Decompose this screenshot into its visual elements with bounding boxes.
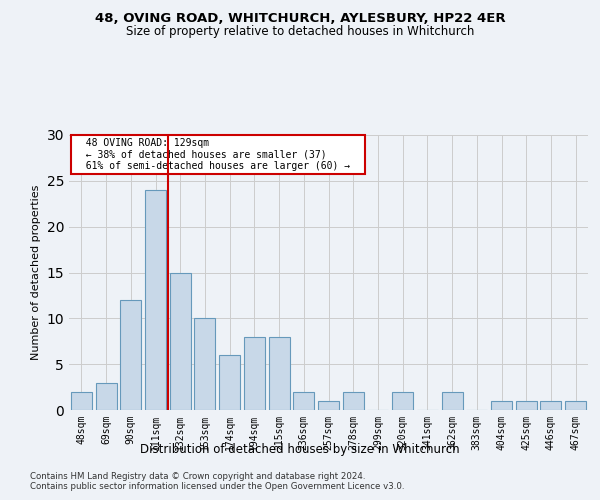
Bar	[145, 190, 166, 410]
Bar	[95, 382, 116, 410]
Bar	[565, 401, 586, 410]
Text: 48, OVING ROAD, WHITCHURCH, AYLESBURY, HP22 4ER: 48, OVING ROAD, WHITCHURCH, AYLESBURY, H…	[95, 12, 505, 26]
Bar	[293, 392, 314, 410]
Bar	[170, 272, 191, 410]
Text: Contains HM Land Registry data © Crown copyright and database right 2024.: Contains HM Land Registry data © Crown c…	[30, 472, 365, 481]
Bar	[343, 392, 364, 410]
Bar	[516, 401, 537, 410]
Bar	[219, 355, 240, 410]
Bar	[442, 392, 463, 410]
Text: 48 OVING ROAD: 129sqm  
  ← 38% of detached houses are smaller (37)  
  61% of s: 48 OVING ROAD: 129sqm ← 38% of detached …	[74, 138, 362, 171]
Bar	[244, 336, 265, 410]
Text: Size of property relative to detached houses in Whitchurch: Size of property relative to detached ho…	[126, 25, 474, 38]
Bar	[71, 392, 92, 410]
Bar	[318, 401, 339, 410]
Text: Contains public sector information licensed under the Open Government Licence v3: Contains public sector information licen…	[30, 482, 404, 491]
Bar	[269, 336, 290, 410]
Y-axis label: Number of detached properties: Number of detached properties	[31, 185, 41, 360]
Bar	[491, 401, 512, 410]
Bar	[194, 318, 215, 410]
Bar	[392, 392, 413, 410]
Bar	[120, 300, 141, 410]
Text: Distribution of detached houses by size in Whitchurch: Distribution of detached houses by size …	[140, 442, 460, 456]
Bar	[541, 401, 562, 410]
